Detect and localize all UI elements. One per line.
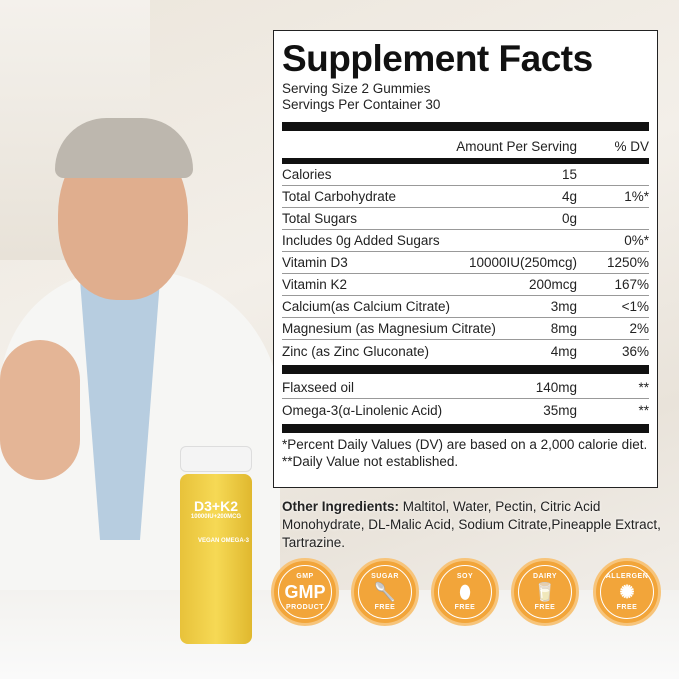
header-row: Amount Per Serving % DV: [282, 134, 649, 158]
divider: [282, 122, 649, 131]
footnote-not-established: **Daily Value not established.: [282, 453, 459, 469]
nutrient-dv: 1%*: [624, 189, 649, 204]
nutrient-row: Flaxseed oil 140mg **: [282, 377, 649, 399]
nutrient-row: Omega-3(α-Linolenic Acid) 35mg **: [282, 399, 649, 421]
thumbs-up-hand: [0, 340, 80, 480]
doctor-hair: [55, 118, 193, 178]
nutrient-dv: 2%: [629, 321, 649, 336]
badge-sugar: SUGAR 🥄 FREE: [351, 558, 419, 626]
nutrient-amount: 0g: [561, 211, 577, 226]
nutrient-amount: 140mg: [535, 380, 577, 395]
badge-allergen: ALLERGEN ✺ FREE: [593, 558, 661, 626]
nutrient-name: Zinc (as Zinc Gluconate): [282, 343, 430, 359]
nutrient-name: Flaxseed oil: [282, 380, 355, 395]
other-ingredients-label: Other Ingredients:: [282, 499, 400, 514]
nutrient-row: Vitamin D3 10000IU(250mcg) 1250%: [282, 252, 649, 274]
bottle-dose: 10000IU+200MCG: [190, 514, 242, 520]
nutrient-name: Omega-3(α-Linolenic Acid): [282, 402, 443, 418]
nutrient-name: Total Sugars: [282, 211, 358, 226]
bottle-tag: VEGAN OMEGA-3: [197, 538, 249, 544]
nutrient-row: Total Carbohydrate 4g 1%*: [282, 186, 649, 208]
amount-header: Amount Per Serving: [456, 138, 577, 154]
divider: [282, 365, 649, 374]
badge-ring: [438, 565, 492, 619]
nutrient-dv: 0%*: [624, 233, 649, 248]
nutrient-name: Magnesium (as Magnesium Citrate): [282, 321, 496, 336]
badge-ring: [518, 565, 572, 619]
desk: [0, 590, 679, 679]
product-bottle: D3+K2 10000IU+200MCG VEGAN OMEGA-3: [180, 446, 252, 651]
nutrient-dv: **: [638, 402, 649, 418]
serving-size: Serving Size 2 Gummies: [282, 81, 431, 96]
badge-gmp: GMP GMP PRODUCT: [271, 558, 339, 626]
panel-title: Supplement Facts: [282, 38, 593, 79]
nutrient-amount: 15: [561, 167, 577, 182]
badge-ring: [358, 565, 412, 619]
nutrient-name: Vitamin K2: [282, 277, 348, 292]
nutrient-name: Vitamin D3: [282, 255, 348, 270]
nutrient-name: Includes 0g Added Sugars: [282, 233, 440, 248]
nutrient-amount: 4mg: [550, 343, 577, 359]
divider: [282, 424, 649, 433]
nutrient-amount: 200mcg: [528, 277, 577, 292]
nutrient-row: Calcium(as Calcium Citrate) 3mg <1%: [282, 296, 649, 318]
nutrient-dv: 167%: [614, 277, 649, 292]
nutrient-name: Calories: [282, 167, 332, 182]
other-ingredients: Other Ingredients: Maltitol, Water, Pect…: [282, 498, 662, 552]
nutrient-row: Zinc (as Zinc Gluconate) 4mg 36%: [282, 340, 649, 362]
badge-ring: [278, 565, 332, 619]
footnote-dv: *Percent Daily Values (DV) are based on …: [282, 437, 648, 452]
divider: [282, 158, 649, 164]
nutrient-row: Magnesium (as Magnesium Citrate) 8mg 2%: [282, 318, 649, 340]
nutrient-amount: 8mg: [550, 321, 577, 336]
nutrient-amount: 10000IU(250mcg): [468, 255, 577, 270]
nutrient-dv: **: [638, 380, 649, 395]
servings-per-container: Servings Per Container 30: [282, 97, 441, 112]
badge-soy: SOY ⬮ FREE: [431, 558, 499, 626]
other-ingredients-text: Maltitol, Water, Pectin, Citric Acid Mon…: [282, 499, 661, 550]
nutrient-amount: 35mg: [543, 402, 577, 418]
badge-ring: [600, 565, 654, 619]
nutrient-amount: 4g: [561, 189, 577, 204]
supplement-facts-panel: Supplement Facts Serving Size 2 Gummies …: [273, 30, 658, 488]
nutrient-dv: <1%: [621, 299, 649, 314]
nutrient-row: Includes 0g Added Sugars 0%*: [282, 230, 649, 252]
nutrient-row: Calories 15: [282, 164, 649, 186]
bottle-name: D3+K2: [194, 498, 238, 514]
nutrient-row: Total Sugars 0g: [282, 208, 649, 230]
nutrient-amount: 3mg: [550, 299, 577, 314]
nutrient-dv: 1250%: [606, 255, 649, 270]
nutrient-name: Calcium(as Calcium Citrate): [282, 299, 451, 314]
dv-header: % DV: [614, 138, 649, 154]
nutrient-dv: 36%: [621, 343, 649, 359]
badge-dairy: DAIRY 🥛 FREE: [511, 558, 579, 626]
nutrient-name: Total Carbohydrate: [282, 189, 397, 204]
nutrient-row: Vitamin K2 200mcg 167%: [282, 274, 649, 296]
